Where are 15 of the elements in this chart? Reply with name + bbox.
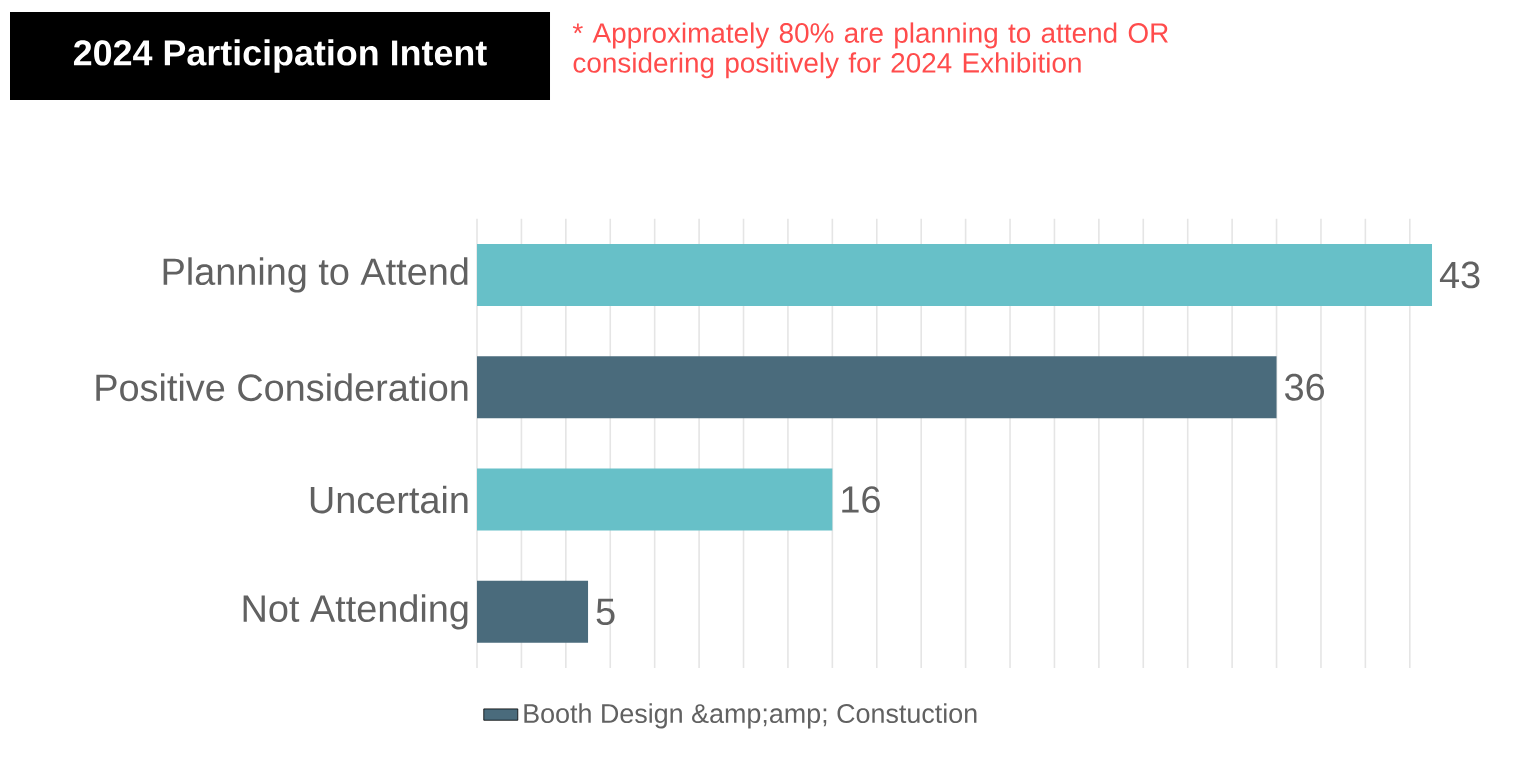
y-tick-label: Positive Consideration bbox=[96, 373, 468, 402]
bar bbox=[477, 580, 589, 643]
bar bbox=[477, 356, 1277, 419]
bar bbox=[477, 243, 1433, 306]
data-label: 43 bbox=[1439, 261, 1480, 289]
y-tick-label: Uncertain bbox=[310, 485, 468, 514]
y-tick-label: Not Attending bbox=[243, 594, 468, 630]
data-label: 36 bbox=[1285, 373, 1325, 401]
data-label: 16 bbox=[842, 486, 880, 513]
legend-label: Booth Design &amp;amp; Constuction bbox=[524, 703, 977, 729]
y-tick-label: Planning to Attend bbox=[163, 257, 468, 293]
bar bbox=[477, 468, 833, 531]
data-label: 5 bbox=[596, 598, 615, 626]
text: * Approximately 80% are planning to attend OR considering positively for 2024 Exhibition bbox=[572, 22, 1168, 79]
chart-title: 2024 Participation Intent bbox=[73, 39, 487, 73]
